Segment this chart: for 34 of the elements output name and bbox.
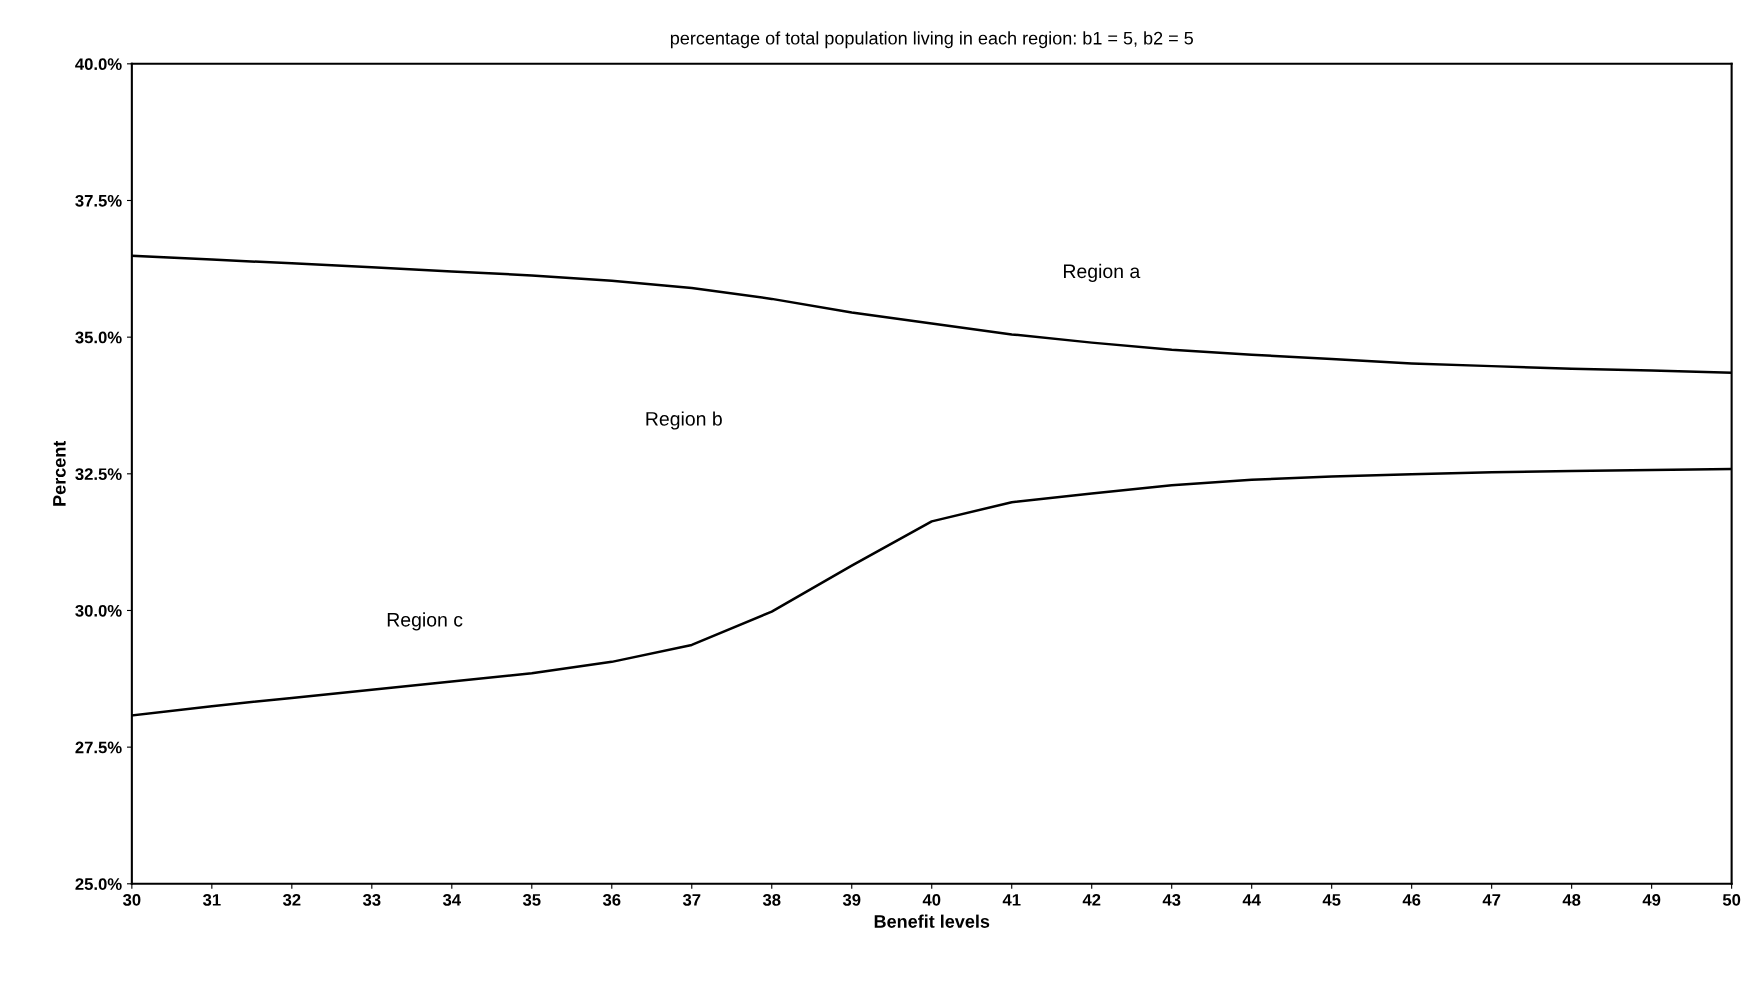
y-tick-label: 35.0% [75, 331, 122, 344]
x-tick-label: 41 [1002, 894, 1021, 906]
y-tick-label: 25.0% [75, 878, 122, 890]
x-tick-label: 45 [1322, 894, 1341, 906]
y-axis-title: Percent [53, 440, 66, 506]
x-tick-label: 31 [202, 893, 221, 906]
annotation: Region c [387, 612, 463, 631]
x-tick-label: 49 [1642, 893, 1661, 906]
x-tick-label: 46 [1402, 893, 1421, 906]
x-tick-label: 32 [282, 893, 301, 906]
x-tick-label: 35 [522, 893, 541, 906]
x-tick-label: 43 [1162, 893, 1181, 906]
x-tick-label: 47 [1482, 894, 1501, 906]
y-tick-label: 30.0% [75, 604, 122, 617]
chart-title: percentage of total population living in each region: b1 = 5, b2 = 5 [670, 31, 1193, 49]
y-tick-label: 32.5% [75, 468, 122, 481]
x-tick-label: 50 [1722, 893, 1741, 906]
x-tick-label: 42 [1082, 893, 1101, 906]
annotation: Region a [1064, 263, 1141, 282]
y-tick-label: 27.5% [75, 741, 122, 754]
x-tick-label: 36 [602, 893, 621, 906]
x-tick-label: 34 [442, 893, 461, 906]
x-tick-label: 37 [682, 893, 701, 906]
x-axis-title: Benefit levels [874, 914, 990, 928]
x-tick-label: 30 [122, 893, 141, 906]
y-tick-label: 40.0% [75, 58, 122, 71]
y-tick-label: 37.5% [75, 194, 122, 207]
x-tick-label: 39 [842, 893, 861, 906]
x-tick-label: 33 [362, 893, 381, 906]
x-tick-label: 40 [922, 893, 941, 906]
x-tick-label: 48 [1562, 893, 1581, 906]
annotation: Region b [646, 411, 722, 430]
x-tick-label: 38 [762, 893, 781, 906]
x-tick-label: 44 [1242, 894, 1261, 906]
